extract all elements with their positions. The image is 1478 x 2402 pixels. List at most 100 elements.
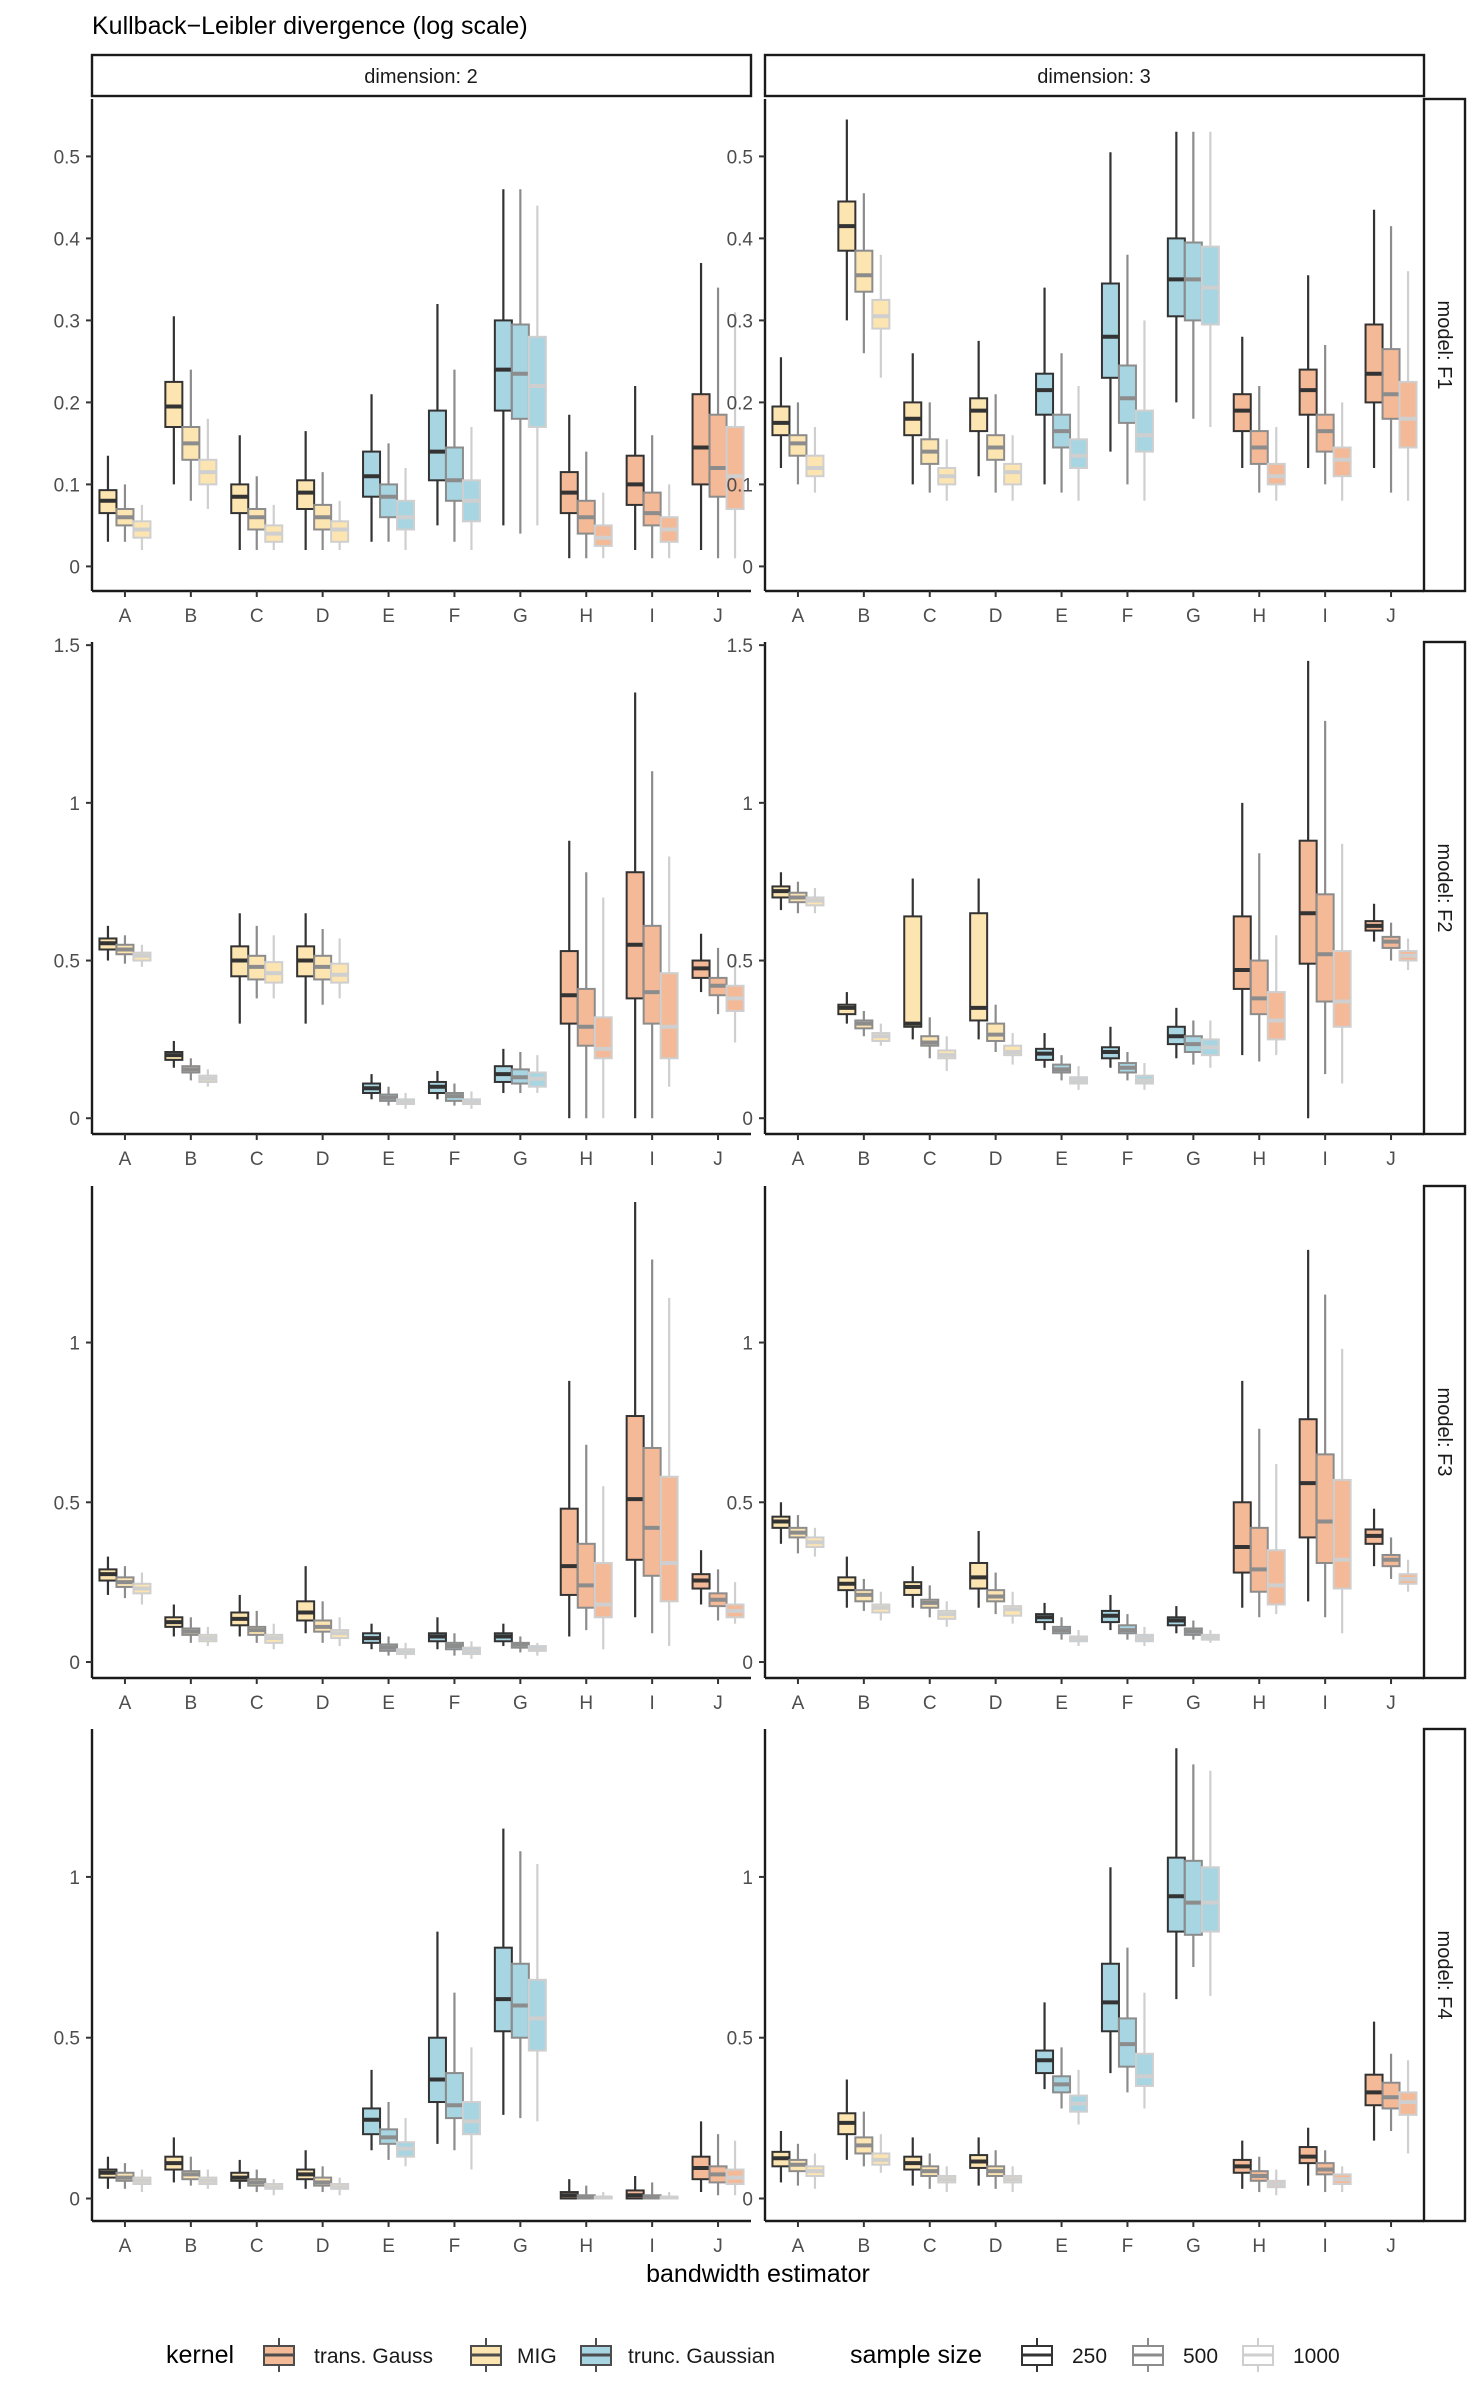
box-D-n500 [313,2166,333,2193]
box-I-n250 [625,692,645,1119]
box-E-n1000 [396,1093,416,1109]
box-body [559,1507,579,1596]
x-tick-label: D [989,1693,1003,1714]
box-H-n250 [559,840,579,1119]
box-F-n1000 [461,427,481,550]
box-F-n1000 [461,2047,481,2170]
x-tick-label: E [1055,2236,1068,2257]
box-J-n250 [1364,903,1384,942]
box-I-n500 [642,771,662,1119]
box-body [642,924,662,1025]
box-F-n250 [427,1617,447,1650]
box-I-n1000 [659,2192,679,2200]
box-G-n500 [1183,1764,1203,1967]
box-H-n500 [1249,386,1269,493]
box-body [1315,1453,1335,1564]
box-I-n1000 [659,856,679,1087]
y-tick-label: 1 [69,794,80,815]
x-tick-label: B [185,2236,198,2257]
y-tick-label: 1 [69,1868,80,1889]
box-C-n500 [920,2153,940,2189]
y-tick-label: 0.5 [727,2029,753,2050]
box-body [330,520,350,543]
box-G-n500 [510,1052,530,1093]
box-E-n500 [379,443,399,542]
box-J-n500 [708,947,728,1015]
box-B-n500 [181,1058,201,1081]
x-tick-label: E [382,606,395,627]
box-B-n1000 [871,1591,891,1621]
box-B-n1000 [198,1069,218,1087]
legend-key-250 [1021,2338,1053,2372]
y-tick-label: 1 [69,1334,80,1355]
box-I-n250 [625,2175,645,2200]
box-D-n500 [986,1004,1006,1052]
box-E-n250 [362,1623,382,1650]
y-tick-label: 0.3 [727,311,753,332]
box-H-n500 [1249,853,1269,1062]
box-J-n1000 [1398,1559,1418,1592]
strip-model-f4: model: F4 [1422,1727,1467,2223]
y-tick-label: 0.5 [727,1493,753,1514]
box-body [1183,241,1203,322]
y-tick-label: 0.4 [727,229,754,250]
box-body [1232,915,1252,990]
y-tick-label: 0.5 [54,2029,80,2050]
box-D-n250 [296,913,316,1024]
y-tick-label: 0 [69,557,80,578]
x-tick-label: I [1323,2236,1328,2257]
box-J-n1000 [725,312,745,559]
legend-key-500 [1132,2338,1164,2372]
box-H-n250 [559,2179,579,2200]
strip-model-f1: model: F1 [1422,97,1467,593]
y-tick-label: 0.4 [54,229,81,250]
box-body [642,1446,662,1577]
box-C-n1000 [264,935,284,999]
box-body [871,298,891,330]
box-H-n250 [1232,2140,1252,2189]
box-E-n1000 [1069,386,1089,501]
box-C-n500 [247,476,267,550]
box-F-n1000 [1134,1626,1154,1647]
box-H-n500 [576,451,596,559]
x-tick-label: G [1186,606,1201,627]
x-tick-label: J [1386,606,1396,627]
box-G-n250 [493,1048,513,1093]
box-C-n250 [230,913,250,1024]
box-body [1035,372,1055,416]
x-tick-label: C [923,1149,937,1170]
strip-dimension-2: dimension: 2 [90,53,753,98]
y-tick-label: 0.5 [54,1493,80,1514]
box-D-n250 [969,2137,989,2186]
panel-model-f1-dimension-3: 0 0.1 0.2 0.3 0.4 0.5 A B C D E F G H I J [727,99,1424,627]
box-D-n1000 [1003,435,1023,501]
panel-model-f2-dimension-3: 0 0.5 1 1.5 A B C D E F G H I J [727,636,1424,1170]
box-E-n1000 [1069,1066,1089,1090]
x-tick-label: A [792,1693,805,1714]
y-tick-label: 0.5 [727,147,753,168]
x-tick-label: E [1055,1693,1068,1714]
box-E-n250 [1035,287,1055,485]
box-C-n1000 [264,1623,284,1650]
x-tick-label: H [579,606,593,627]
panel-model-f4-dimension-2: 0 0.5 1 A B C D E F G H I J [54,1729,751,2257]
box-D-n500 [313,472,333,550]
box-C-n250 [903,1566,923,1608]
legend: kernel trans. Gauss MIG trunc. Gaussian … [166,2338,1340,2372]
box-B-n1000 [871,2134,891,2173]
x-tick-label: F [449,2236,461,2257]
box-A-n1000 [132,944,152,967]
x-tick-label: B [185,1693,198,1714]
box-A-n250 [98,455,118,542]
box-E-n500 [1052,353,1072,493]
box-body [1200,245,1220,326]
box-B-n250 [164,2137,184,2183]
legend-label-1000: 1000 [1293,2345,1340,2368]
x-tick-label: D [989,2236,1003,2257]
box-J-n500 [1381,1537,1401,1579]
box-B-n250 [164,1040,184,1068]
x-tick-label: C [250,2236,264,2257]
box-D-n250 [296,431,316,550]
box-H-n250 [559,414,579,559]
y-tick-label: 0 [69,2189,80,2210]
